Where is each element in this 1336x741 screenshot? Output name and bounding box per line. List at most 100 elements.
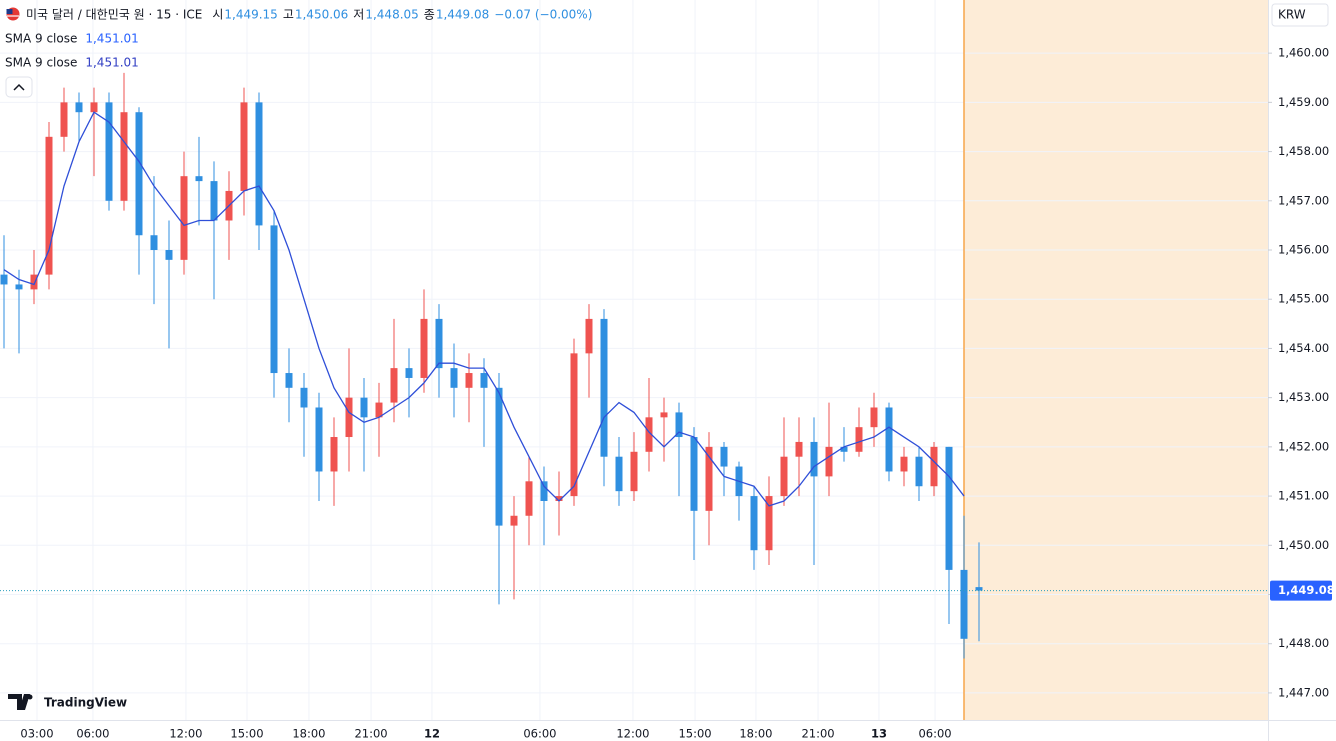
candle-body: [405, 368, 413, 378]
candle-body: [870, 407, 878, 428]
candle-body: [810, 441, 818, 477]
candle-body: [675, 412, 683, 438]
axes: 1,460.00 1,459.00 1,458.00 1,457.00 1,456.00…: [20, 46, 1334, 741]
candle-body: [720, 446, 728, 467]
candle-body: [570, 353, 578, 497]
x-tick-label: 12: [424, 727, 440, 741]
ohlc-legend: 시 1,449.15 고 1,450.06 저 1,448.05 종 1,449.08 −0.0…: [212, 8, 592, 22]
candle-body: [900, 456, 908, 472]
x-tick-label: 03:00: [20, 727, 53, 741]
collapse-icon: [13, 83, 25, 91]
indicator-value: 1,451.01: [85, 56, 138, 70]
candle-body: [660, 412, 668, 418]
last-price-box: [1270, 580, 1332, 601]
candle-body: [840, 446, 848, 452]
x-tick-label: 21:00: [354, 727, 387, 741]
y-tick-label: 1,448.00: [1278, 636, 1329, 650]
x-tick-label: 18:00: [292, 727, 325, 741]
candle-body: [540, 481, 548, 501]
flag-icon: [6, 7, 20, 21]
indicator-name: SMA 9 close: [5, 32, 77, 46]
candle-body: [360, 397, 368, 418]
candle-body: [555, 496, 563, 501]
candle-body: [705, 446, 713, 511]
candle-body: [180, 176, 188, 260]
candle-body: [585, 318, 593, 354]
y-tick-label: 1,454.00: [1278, 341, 1329, 355]
candle-body: [390, 368, 398, 403]
candle-body: [960, 569, 968, 639]
currency-box[interactable]: [1271, 3, 1329, 27]
candle-body: [375, 402, 383, 418]
candle-body: [150, 235, 158, 251]
candle-body: [60, 102, 68, 137]
marks: [0, 72, 1268, 659]
candle-body: [135, 112, 143, 236]
x-tick-label: 18:00: [739, 727, 772, 741]
candle-body: [165, 250, 173, 260]
x-tick-label: 21:00: [801, 727, 834, 741]
ohlc-label: 고: [283, 8, 294, 22]
ohlc-value: 1,448.05: [365, 8, 418, 22]
x-tick-label: 15:00: [230, 727, 263, 741]
candle-body: [450, 368, 458, 388]
candle-body: [750, 496, 758, 551]
ohlc-label: 저: [353, 8, 364, 22]
ohlc-label: 종: [424, 8, 435, 22]
candle-body: [345, 397, 353, 438]
candle-body: [525, 481, 533, 516]
x-tick-label: 06:00: [918, 727, 951, 741]
indicator-legend: SMA 9 close 1,451.01 SMA 9 close 1,451.01: [5, 32, 139, 70]
symbol-title: 미국 달러 / 대한민국 원 · 15 · ICE: [26, 8, 202, 22]
candle-body: [420, 318, 428, 378]
candle-body: [195, 176, 203, 182]
candle-body: [300, 387, 308, 408]
sma-line: [3, 111, 965, 507]
candle-body: [435, 318, 443, 369]
candle-body: [825, 446, 833, 477]
candle-body: [285, 373, 293, 388]
candle-body: [45, 136, 53, 275]
candle-body: [615, 456, 623, 492]
y-tick-label: 1,451.00: [1278, 489, 1329, 503]
candle-body: [885, 407, 893, 472]
candle-body: [645, 417, 653, 452]
y-tick-label: 1,460.00: [1278, 46, 1329, 60]
candle-body: [255, 102, 263, 226]
candle-body: [930, 446, 938, 487]
candle-body: [480, 373, 488, 388]
candle-body: [120, 112, 128, 201]
candle-body: [90, 102, 98, 113]
candle-body: [105, 102, 113, 201]
currency: KRW: [1278, 8, 1306, 22]
last-price-label: 1,449.08: [1278, 583, 1335, 597]
ohlc-value: 1,450.06: [295, 8, 348, 22]
candle-body: [315, 407, 323, 472]
candle-body: [465, 373, 473, 388]
indicator-value: 1,451.01: [85, 32, 138, 46]
ohlc-value: 1,449.15: [224, 8, 277, 22]
ohlc-label: 시: [212, 8, 223, 22]
x-tick-label: 12:00: [616, 727, 649, 741]
candle-body: [600, 318, 608, 457]
brand: TradingView: [44, 696, 127, 710]
collapse-button[interactable]: [5, 76, 33, 98]
candle-body: [780, 456, 788, 497]
y-tick-label: 1,455.00: [1278, 292, 1329, 306]
y-tick-label: 1,457.00: [1278, 193, 1329, 207]
session-highlight: [964, 0, 1268, 720]
candle-body: [690, 437, 698, 511]
y-tick-label: 1,450.00: [1278, 538, 1329, 552]
candle-body: [915, 456, 923, 487]
candle-body: [0, 274, 8, 285]
change: −0.07 (−0.00%): [494, 8, 592, 22]
candle-body: [210, 181, 218, 221]
y-tick-label: 1,458.00: [1278, 144, 1329, 158]
candle-body: [30, 274, 38, 290]
candle-body: [630, 451, 638, 492]
candle-body: [765, 496, 773, 551]
x-tick-label: 06:00: [523, 727, 556, 741]
candle-body: [495, 387, 503, 526]
y-tick-label: 1,452.00: [1278, 439, 1329, 453]
